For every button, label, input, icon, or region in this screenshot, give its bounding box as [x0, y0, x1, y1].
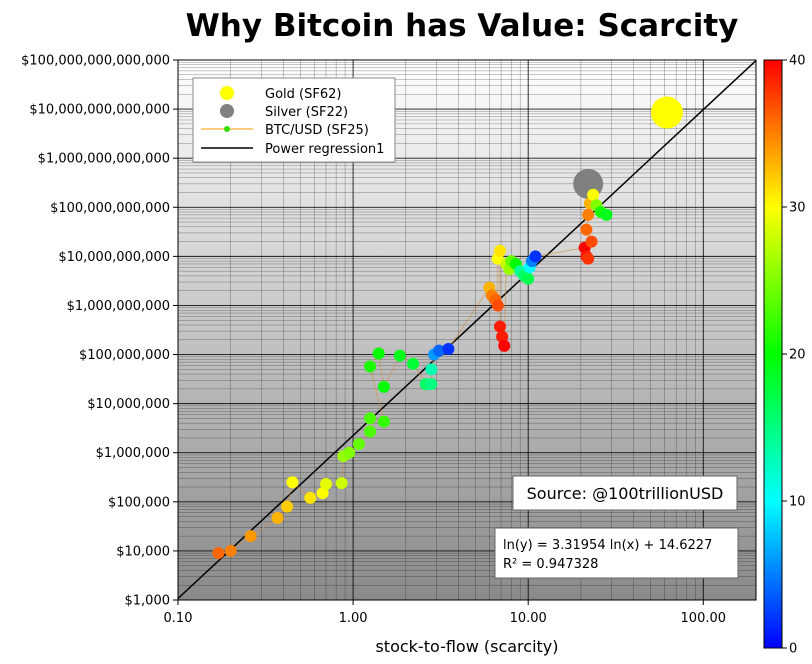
colorbar-tick-label: 40: [789, 54, 806, 69]
colorbar-tick-label: 30: [789, 201, 806, 216]
btc-point: [271, 511, 284, 524]
source-box-frame: [512, 475, 738, 511]
legend-label-silver: Silver (SF22): [265, 105, 348, 120]
btc-point: [343, 446, 356, 459]
btc-point: [442, 342, 455, 355]
btc-point: [425, 378, 438, 391]
btc-point: [522, 272, 535, 285]
x-tick-label: 0.10: [164, 611, 193, 626]
gold-marker: [650, 96, 683, 129]
btc-point: [304, 491, 317, 504]
legend-marker-gold: [220, 86, 234, 100]
y-tick-label: $1,000,000,000,000: [38, 152, 170, 167]
btc-point: [425, 363, 438, 376]
y-tick-label: $100,000,000: [79, 348, 170, 363]
btc-point: [600, 208, 613, 221]
btc-point: [212, 547, 225, 560]
legend-marker-btc-dot: [224, 126, 230, 132]
btc-point: [224, 544, 237, 557]
btc-point: [286, 476, 299, 489]
colorbar-tick-label: 10: [789, 495, 806, 510]
btc-point: [364, 412, 377, 425]
btc-point: [364, 425, 377, 438]
y-tick-label: $10,000,000,000,000: [29, 103, 170, 118]
btc-point: [281, 500, 294, 513]
regression-line: [178, 60, 756, 600]
x-axis-ticks: 0.10 1.00 10.00 100.00: [164, 600, 727, 626]
btc-point: [352, 438, 365, 451]
y-axis-ticks: $1,000 $10,000 $100,000 $1,000,000 $10,000,0…: [21, 54, 178, 609]
source-box: Source: @100trillionUSD: [512, 475, 738, 511]
btc-point: [316, 487, 329, 500]
legend-label-btc: BTC/USD (SF25): [265, 123, 369, 138]
legend: Gold (SF62) Silver (SF22) BTC/USD (SF25)…: [192, 77, 396, 163]
btc-point: [407, 357, 420, 370]
btc-point: [582, 208, 595, 221]
regression-equation: ln(y) = 3.31954 ln(x) + 14.6227: [503, 538, 712, 553]
btc-point: [491, 299, 504, 312]
btc-point: [529, 250, 542, 263]
y-tick-label: $1,000: [125, 594, 171, 609]
colorbar-gradient: [763, 59, 783, 649]
btc-point: [319, 478, 332, 491]
btc-point: [585, 235, 598, 248]
markers: [212, 96, 683, 560]
legend-label-gold: Gold (SF62): [265, 87, 341, 102]
btc-point: [433, 344, 446, 357]
colorbar-tick-label: 0: [789, 642, 797, 657]
y-tick-label: $100,000: [108, 495, 170, 510]
regression-box-frame: [494, 527, 739, 579]
colorbar: 0 10 20 30 40: [763, 54, 806, 657]
y-tick-label: $10,000,000,000: [58, 250, 170, 265]
colorbar-ticks: 0 10 20 30 40: [782, 54, 806, 657]
regression-r-squared: R² = 0.947328: [503, 557, 598, 572]
y-tick-label: $10,000: [116, 544, 170, 559]
y-tick-label: $1,000,000: [96, 446, 170, 461]
btc-point: [377, 380, 390, 393]
colorbar-tick-label: 20: [789, 348, 806, 363]
x-tick-label: 10.00: [510, 611, 547, 626]
y-tick-label: $100,000,000,000: [50, 201, 170, 216]
source-text: Source: @100trillionUSD: [527, 484, 724, 503]
y-tick-label: $100,000,000,000,000: [21, 54, 170, 69]
btc-point: [372, 347, 385, 360]
btc-point: [493, 320, 506, 333]
legend-label-regression: Power regression1: [265, 142, 384, 157]
btc-point: [498, 339, 511, 352]
btc-point: [493, 244, 506, 257]
legend-marker-silver: [220, 104, 234, 118]
regression-box: ln(y) = 3.31954 ln(x) + 14.6227 R² = 0.9…: [494, 527, 739, 579]
btc-point: [244, 530, 257, 543]
plot-frame: [177, 59, 757, 601]
x-axis-label: stock-to-flow (scarcity): [375, 637, 558, 656]
btc-point: [582, 252, 595, 265]
btc-point: [587, 188, 600, 201]
btc-point: [496, 330, 509, 343]
btc-point: [393, 349, 406, 362]
btc-point: [364, 360, 377, 373]
regression-layer: [178, 60, 756, 600]
btc-point: [580, 223, 593, 236]
x-tick-label: 1.00: [339, 611, 368, 626]
x-tick-label: 100.00: [681, 611, 727, 626]
y-tick-label: $10,000,000: [87, 397, 170, 412]
btc-point: [377, 415, 390, 428]
btc-point: [335, 477, 348, 490]
chart-title: Why Bitcoin has Value: Scarcity: [186, 8, 739, 44]
y-tick-label: $1,000,000,000: [67, 299, 170, 314]
